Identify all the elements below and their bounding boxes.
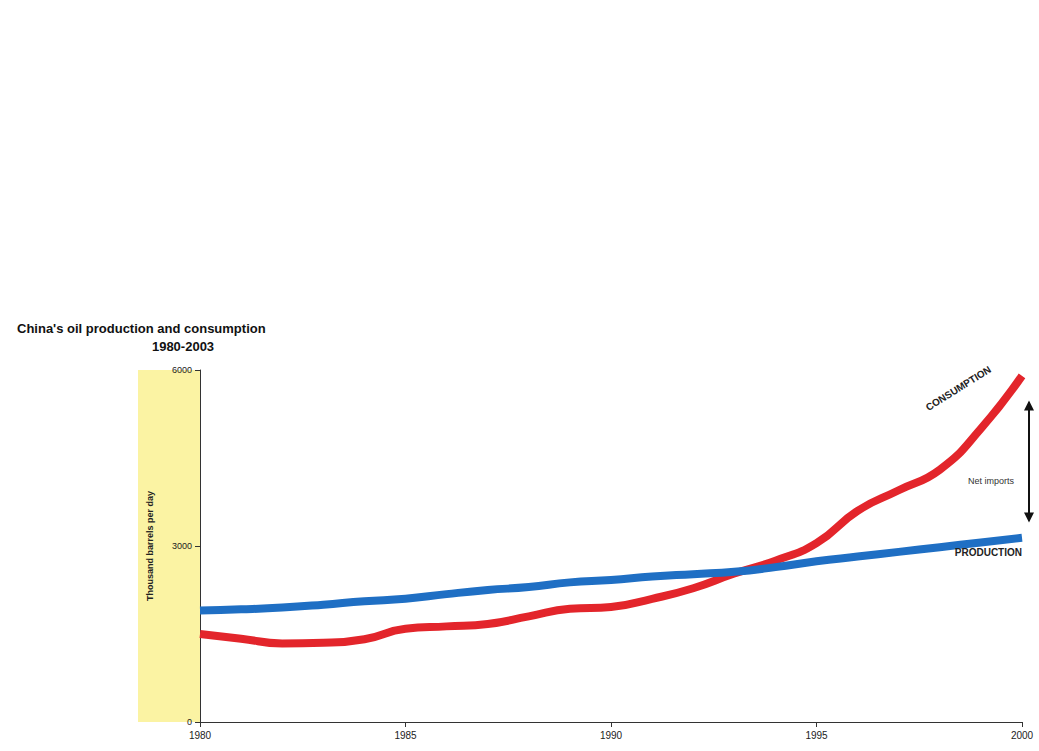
svg-text:1985: 1985: [394, 730, 417, 741]
svg-text:3000: 3000: [172, 541, 192, 551]
svg-text:1980: 1980: [189, 730, 212, 741]
svg-text:1995: 1995: [805, 730, 828, 741]
svg-text:6000: 6000: [172, 365, 192, 375]
svg-text:2000: 2000: [1011, 730, 1034, 741]
svg-text:1980-2003: 1980-2003: [152, 339, 214, 354]
svg-text:0: 0: [187, 717, 192, 727]
svg-text:China's oil production and con: China's oil production and consumption: [17, 321, 266, 336]
svg-text:PRODUCTION: PRODUCTION: [955, 547, 1022, 558]
svg-text:Thousand barrels per day: Thousand barrels per day: [145, 491, 155, 601]
svg-text:CONSUMPTION: CONSUMPTION: [924, 364, 993, 413]
svg-text:1990: 1990: [600, 730, 623, 741]
svg-text:Net imports: Net imports: [968, 476, 1015, 486]
